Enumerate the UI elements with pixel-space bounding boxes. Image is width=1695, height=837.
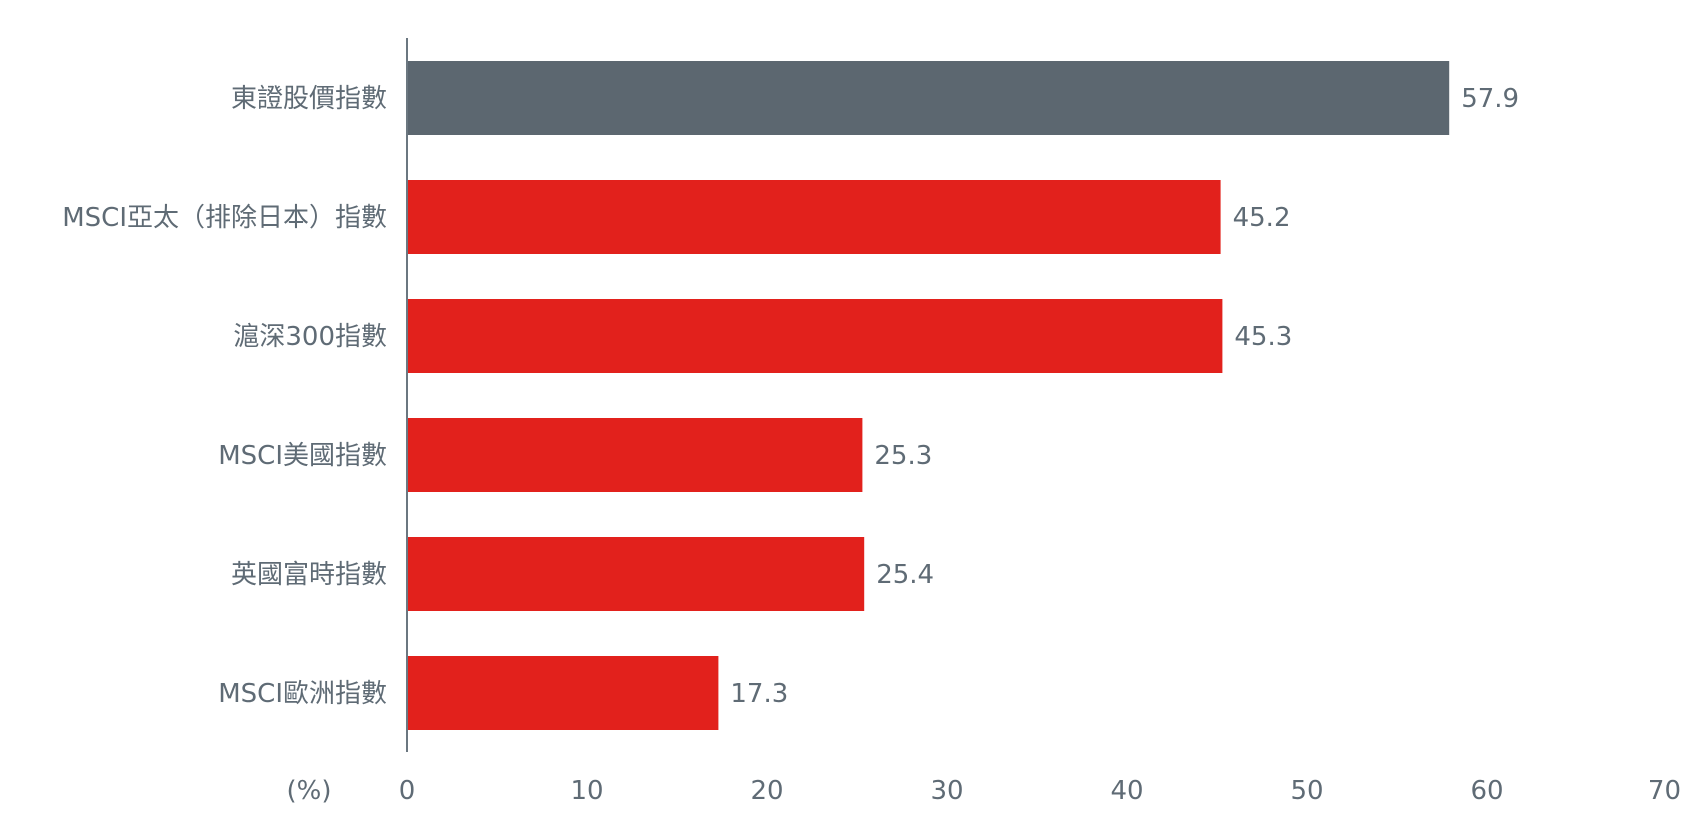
- bar-value-label-0: 57.9: [1461, 84, 1519, 114]
- category-label-4: 英國富時指數: [231, 560, 387, 590]
- x-tick-label-5: 50: [1290, 776, 1323, 806]
- category-label-3: MSCI美國指數: [218, 441, 387, 471]
- category-label-2: 滬深300指數: [233, 322, 387, 352]
- bar-5: [407, 656, 719, 730]
- bar-3: [407, 418, 863, 492]
- x-tick-label-2: 20: [750, 776, 783, 806]
- bar-4: [407, 537, 865, 611]
- category-label-0: 東證股價指數: [231, 84, 387, 114]
- bar-0: [407, 61, 1450, 135]
- bar-2: [407, 299, 1223, 373]
- bars-layer: [407, 61, 1450, 730]
- bar-value-label-4: 25.4: [876, 560, 934, 590]
- x-axis-tick-labels: 0 10 20 30 40 50 60 70: [399, 776, 1681, 806]
- x-tick-label-6: 60: [1470, 776, 1503, 806]
- x-tick-label-1: 10: [570, 776, 603, 806]
- x-tick-label-7: 70: [1648, 776, 1681, 806]
- x-tick-label-3: 30: [930, 776, 963, 806]
- x-axis-unit-label: (%): [287, 776, 332, 806]
- value-labels-layer: 57.9 45.2 45.3 25.3 25.4 17.3: [730, 84, 1519, 709]
- category-label-1: MSCI亞太（排除日本）指數: [62, 203, 387, 233]
- bar-value-label-1: 45.2: [1233, 203, 1291, 233]
- bar-1: [407, 180, 1221, 254]
- x-tick-label-0: 0: [399, 776, 416, 806]
- category-label-5: MSCI歐洲指數: [218, 679, 387, 709]
- bar-value-label-3: 25.3: [874, 441, 932, 471]
- bar-value-label-5: 17.3: [730, 679, 788, 709]
- bar-value-label-2: 45.3: [1234, 322, 1292, 352]
- x-tick-label-4: 40: [1110, 776, 1143, 806]
